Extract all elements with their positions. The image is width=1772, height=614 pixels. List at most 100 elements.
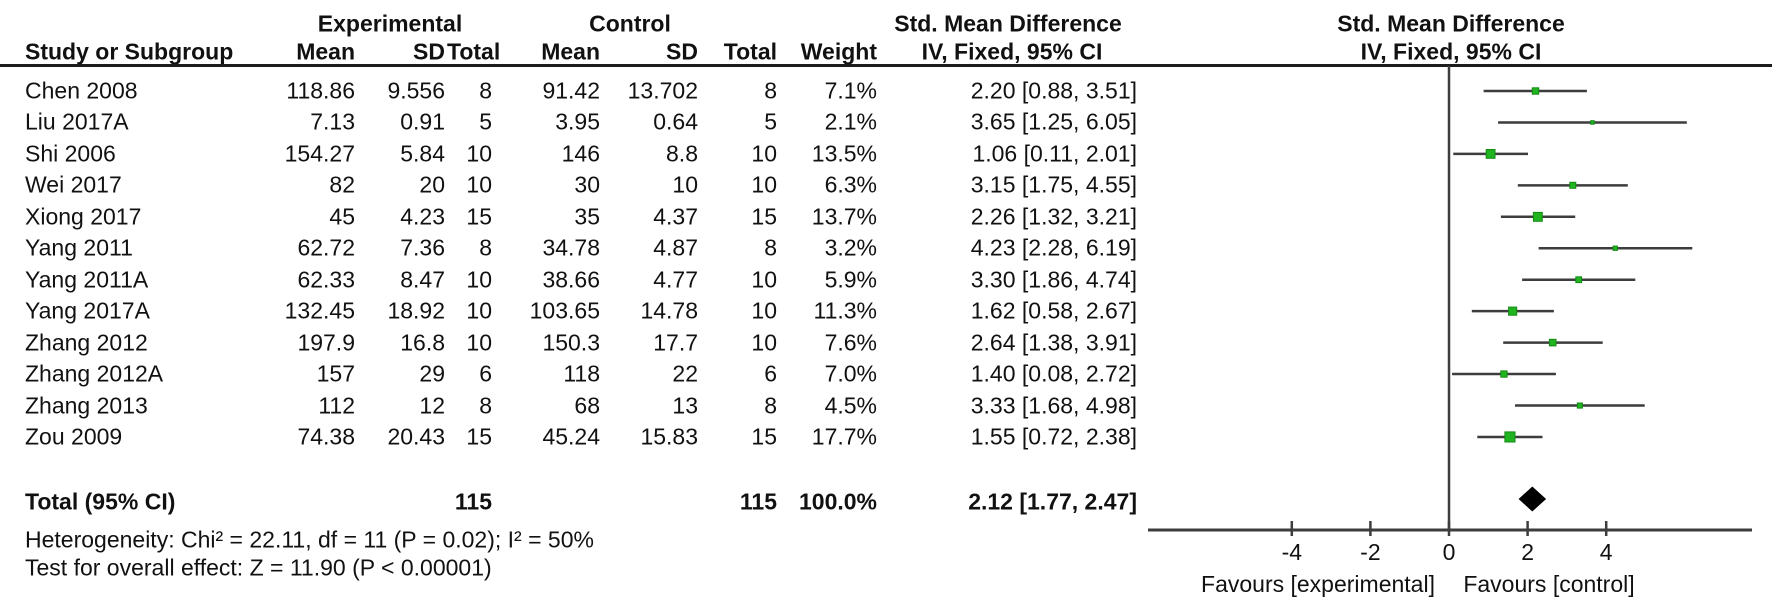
cell-weight: 13.5%	[811, 140, 877, 167]
cell-ci-text: 1.62 [0.58, 2.67]	[970, 297, 1137, 324]
cell-sd-ctrl: 13.702	[627, 77, 698, 104]
total-label: Total (95% CI)	[25, 488, 176, 515]
cell-total-ctrl: 6	[764, 360, 777, 387]
cell-total-exp: 15	[466, 203, 492, 230]
cell-mean-ctrl: 34.78	[542, 234, 600, 261]
favours-control-label: Favours [control]	[1463, 571, 1634, 597]
cell-study: Zhang 2013	[25, 392, 148, 418]
cell-total-exp: 10	[466, 297, 492, 324]
cell-total-ctrl: 5	[764, 108, 777, 135]
cell-ci-text: 1.40 [0.08, 2.72]	[970, 360, 1137, 387]
total-weight: 100.0%	[798, 488, 877, 515]
cell-sd-exp: 12	[419, 392, 445, 418]
col-header-sd-experimental: SD	[413, 38, 445, 65]
axis-tick-label: 2	[1521, 539, 1534, 565]
cell-weight: 3.2%	[824, 234, 877, 261]
cell-study: Wei 2017	[25, 171, 122, 198]
cell-mean-exp: 82	[329, 171, 355, 198]
cell-weight: 7.0%	[824, 360, 877, 387]
cell-mean-exp: 118.86	[286, 77, 355, 104]
cell-study: Shi 2006	[25, 140, 116, 167]
cell-total-exp: 15	[466, 423, 492, 450]
summary-diamond	[1518, 486, 1547, 512]
cell-sd-ctrl: 15.83	[640, 423, 698, 450]
col-header-weight: Weight	[800, 38, 877, 65]
cell-weight: 7.1%	[824, 77, 877, 104]
cell-weight: 4.5%	[824, 392, 877, 418]
cell-sd-exp: 4.23	[400, 203, 445, 230]
cell-mean-ctrl: 38.66	[542, 266, 600, 293]
heterogeneity-stat: Heterogeneity: Chi² = 22.11, df = 11 (P …	[25, 526, 594, 553]
cell-sd-ctrl: 8.8	[666, 140, 698, 167]
cell-total-ctrl: 10	[751, 329, 777, 356]
col-header-ci-text: IV, Fixed, 95% CI	[921, 38, 1103, 65]
effect-square	[1575, 276, 1583, 284]
cell-sd-exp: 8.47	[400, 266, 445, 293]
cell-mean-exp: 74.38	[297, 423, 355, 450]
cell-sd-exp: 29	[419, 360, 445, 387]
cell-total-exp: 10	[466, 171, 492, 198]
total-ci-text: 2.12 [1.77, 2.47]	[968, 488, 1137, 515]
axis-tick-label: -2	[1360, 539, 1380, 565]
cell-mean-ctrl: 45.24	[542, 423, 600, 450]
cell-mean-exp: 154.27	[284, 140, 355, 167]
cell-sd-ctrl: 4.77	[653, 266, 698, 293]
cell-mean-ctrl: 91.42	[542, 77, 600, 104]
effect-square	[1612, 245, 1618, 251]
cell-sd-exp: 7.36	[400, 234, 445, 261]
cell-mean-exp: 62.72	[297, 234, 355, 261]
cell-weight: 2.1%	[824, 108, 877, 135]
col-header-study: Study or Subgroup	[25, 38, 234, 65]
cell-total-ctrl: 10	[751, 297, 777, 324]
col-header-sd-control: SD	[666, 38, 698, 65]
cell-study: Zou 2009	[25, 423, 123, 450]
cell-sd-exp: 5.84	[400, 140, 445, 167]
cell-ci-text: 2.20 [0.88, 3.51]	[970, 77, 1137, 104]
cell-weight: 7.6%	[824, 329, 877, 356]
cell-mean-exp: 45	[329, 203, 355, 230]
column-group-smd-plot: Std. Mean Difference	[1337, 10, 1565, 37]
total-n-control: 115	[739, 488, 777, 515]
cell-ci-text: 1.06 [0.11, 2.01]	[972, 140, 1137, 167]
cell-mean-exp: 157	[316, 360, 355, 387]
cell-mean-ctrl: 30	[574, 171, 600, 198]
cell-weight: 17.7%	[811, 423, 877, 450]
cell-total-ctrl: 10	[751, 171, 777, 198]
cell-mean-ctrl: 150.3	[542, 329, 600, 356]
cell-total-exp: 5	[479, 108, 492, 135]
cell-mean-ctrl: 118	[563, 360, 600, 387]
cell-total-ctrl: 15	[751, 203, 777, 230]
col-header-mean-experimental: Mean	[296, 38, 355, 65]
axis-tick-label: 0	[1443, 539, 1456, 565]
cell-total-exp: 10	[466, 266, 492, 293]
cell-weight: 6.3%	[824, 171, 877, 198]
effect-square	[1485, 149, 1496, 159]
cell-total-exp: 8	[479, 77, 492, 104]
cell-mean-exp: 132.45	[284, 297, 355, 324]
cell-study: Yang 2011	[25, 234, 133, 261]
cell-study: Yang 2017A	[25, 297, 150, 324]
cell-weight: 11.3%	[813, 297, 877, 324]
col-header-total-experimental: Total	[447, 38, 501, 65]
cell-mean-exp: 62.33	[297, 266, 355, 293]
cell-mean-ctrl: 103.65	[529, 297, 600, 324]
cell-weight: 5.9%	[824, 266, 877, 293]
cell-study: Xiong 2017	[25, 203, 142, 230]
cell-sd-exp: 0.91	[400, 108, 445, 135]
cell-ci-text: 4.23 [2.28, 6.19]	[970, 234, 1137, 261]
effect-square	[1590, 120, 1595, 125]
effect-square	[1531, 87, 1540, 95]
cell-total-ctrl: 10	[751, 140, 777, 167]
cell-total-exp: 10	[466, 140, 492, 167]
col-header-total-control: Total	[723, 38, 777, 65]
cell-total-exp: 8	[479, 392, 492, 418]
cell-sd-ctrl: 10	[672, 171, 698, 198]
cell-sd-ctrl: 17.7	[653, 329, 698, 356]
group-header-control: Control	[589, 10, 671, 37]
effect-square	[1569, 181, 1577, 189]
cell-sd-exp: 20.43	[387, 423, 445, 450]
effect-square	[1548, 338, 1557, 347]
effect-square	[1500, 370, 1508, 378]
